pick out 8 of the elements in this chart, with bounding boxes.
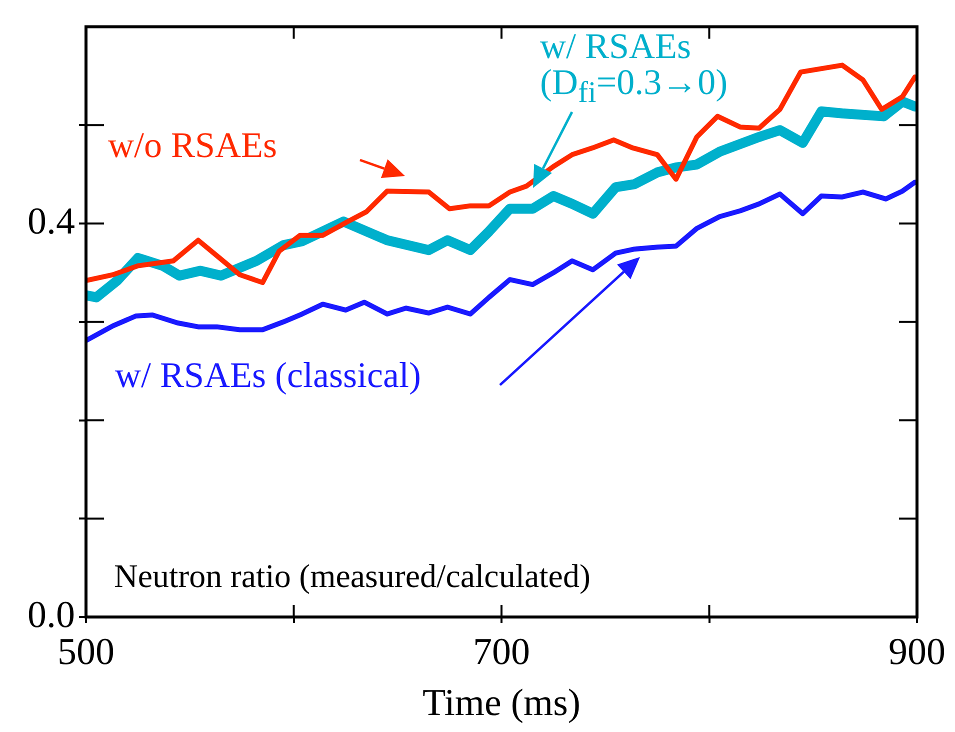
- text: w/o RSAEs: [108, 125, 278, 165]
- x-tick-label: 900: [888, 630, 946, 673]
- series-label: w/ RSAEs (D$_{fi}$=0.3→0): [540, 26, 729, 112]
- x-tick-label: 700: [473, 630, 530, 673]
- series-label: w/ RSAEs (classical): [115, 355, 421, 395]
- y-tick-label: 0.4: [28, 200, 75, 243]
- x-axis-title: Time (ms): [422, 682, 581, 724]
- annotation: Neutron ratio (measured/calculated): [114, 559, 590, 596]
